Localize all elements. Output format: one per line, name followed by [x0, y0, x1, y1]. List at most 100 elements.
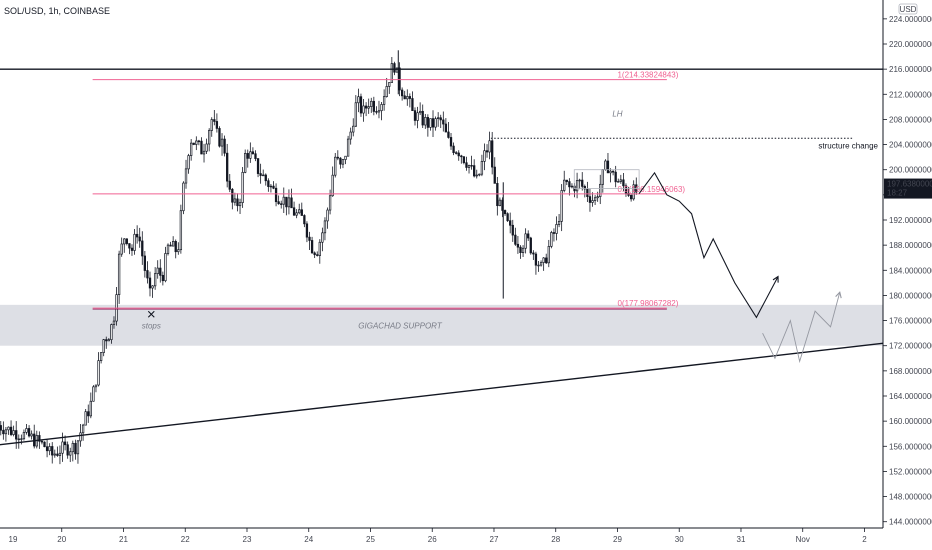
candle-body: [521, 247, 525, 253]
candle-body: [331, 174, 334, 197]
price-tick-label: 164.00000000: [889, 392, 932, 401]
candle-body: [310, 240, 314, 254]
candle-body: [437, 117, 440, 119]
candle-body: [509, 220, 512, 226]
candle-body: [382, 96, 386, 105]
candle-body: [4, 429, 8, 435]
candle-body: [148, 277, 152, 289]
candle-body: [483, 150, 486, 162]
candle-body: [303, 215, 306, 225]
candle-body: [51, 446, 54, 456]
candle-body: [570, 185, 574, 188]
symbol-header: SOL/USD, 1h, COINBASE: [4, 6, 111, 16]
candle-body: [406, 96, 409, 100]
ascending-trendline: [0, 341, 890, 446]
candle-body: [457, 152, 460, 157]
candle-body: [295, 212, 298, 216]
price-tick-label: 176.00000000: [889, 317, 932, 326]
candle-body: [179, 210, 183, 251]
candle-body: [192, 142, 195, 145]
candle-body: [123, 238, 126, 245]
price-tick-label: 148.00000000: [889, 493, 932, 502]
candle-body: [426, 117, 430, 128]
price-tick-label: 212.00000000: [889, 90, 932, 99]
candle-body: [61, 441, 64, 454]
candle-body: [609, 170, 612, 174]
candle-body: [619, 179, 622, 182]
candle-body: [187, 155, 190, 170]
projection-primary-path: [638, 171, 779, 319]
candle-body: [418, 110, 422, 114]
candle-body: [460, 155, 463, 158]
candle-body: [2, 429, 5, 435]
candle-body: [141, 240, 144, 257]
candle-body: [45, 446, 49, 452]
candle-body: [128, 243, 131, 249]
candle-body: [138, 236, 141, 242]
candle-body: [586, 188, 589, 197]
time-tick-label: Nov: [796, 535, 810, 544]
candle-body: [215, 121, 219, 129]
price-tick-label: 152.00000000: [889, 467, 932, 476]
candle-body: [354, 102, 357, 127]
candle-body: [0, 425, 2, 431]
candle-body: [63, 441, 67, 446]
candle-body: [313, 252, 316, 256]
candle-body: [120, 243, 123, 255]
candle-body: [349, 131, 352, 140]
candle-body: [300, 209, 303, 216]
support-zone-layer: GIGACHAD SUPPORT: [0, 304, 883, 346]
price-axis[interactable]: 144.00000000 148.00000000 152.00000000 156.…: [882, 0, 932, 550]
candle-body: [346, 138, 350, 157]
candle-body: [439, 117, 442, 121]
time-tick-label: 2: [862, 535, 867, 544]
candle-body: [344, 155, 347, 160]
candle-body: [94, 384, 98, 388]
candle-body: [190, 142, 193, 156]
candle-body: [256, 158, 260, 174]
candle-body: [241, 171, 244, 203]
candle-body: [166, 244, 170, 254]
candle-body: [467, 165, 471, 168]
candle-body: [97, 360, 100, 386]
candle-body: [362, 105, 365, 114]
candle-body: [9, 426, 13, 435]
price-tick-label: 156.00000000: [889, 442, 932, 451]
candle-body: [511, 224, 514, 236]
price-tick-label: 200.00000000: [889, 166, 932, 175]
candle-body: [228, 180, 231, 190]
candle-body: [146, 270, 149, 279]
candle-body: [305, 223, 309, 238]
candle-body: [69, 451, 72, 456]
time-tick-label: 21: [119, 535, 128, 544]
candle-body: [262, 174, 265, 177]
candle-body: [542, 257, 545, 263]
candle-body: [390, 63, 393, 83]
candle-body: [364, 105, 368, 109]
candle-body: [370, 100, 373, 107]
candle-body: [529, 237, 532, 254]
candle-body: [632, 184, 635, 200]
candle-body: [398, 67, 401, 91]
candle-body: [491, 140, 494, 168]
time-tick-label: 19: [9, 535, 18, 544]
candle-body: [581, 179, 584, 187]
candle-body: [238, 202, 242, 207]
candle-body: [557, 221, 561, 225]
candle-body: [480, 161, 484, 175]
candle-body: [413, 110, 417, 121]
candle-body: [135, 233, 139, 238]
candle-body: [22, 431, 26, 440]
candle-body: [429, 118, 432, 128]
candle-body: [385, 86, 388, 97]
time-axis[interactable]: 20 21 22 23 24 25 26 27 28 29 30 31 Nov 2 19: [0, 527, 883, 544]
time-tick-label: 31: [737, 535, 746, 544]
candle-body: [588, 196, 592, 203]
candle-body: [280, 203, 283, 205]
candle-body: [92, 386, 95, 402]
candle-body: [352, 125, 355, 133]
candle-body: [560, 190, 563, 222]
candle-body: [277, 201, 280, 205]
candle-body: [71, 442, 74, 453]
